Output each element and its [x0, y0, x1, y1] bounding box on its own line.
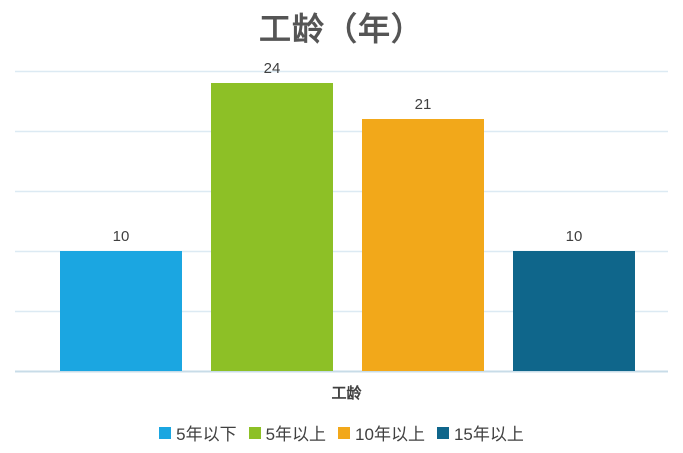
- legend-item: 5年以下: [159, 420, 237, 445]
- legend-swatch: [338, 426, 351, 439]
- legend-item: 10年以上: [338, 420, 425, 445]
- legend-item: 15年以上: [436, 420, 524, 445]
- legend-swatch: [159, 426, 172, 439]
- bar-group: [60, 83, 635, 371]
- bar-2: [211, 83, 333, 371]
- legend-swatch: [436, 426, 449, 439]
- data-label: 24: [264, 60, 281, 77]
- bar-1: [60, 251, 182, 371]
- chart-title: 工龄（年）: [258, 11, 424, 47]
- legend-label: 5年以上: [265, 425, 327, 444]
- bar-4: [513, 251, 635, 371]
- bar-3: [362, 119, 484, 371]
- data-label: 10: [113, 228, 130, 245]
- legend-label: 10年以上: [355, 425, 425, 444]
- data-labels: 10 24 21 10: [113, 60, 583, 245]
- legend-label: 15年以上: [453, 425, 524, 444]
- x-axis-category-label: 工龄: [331, 384, 362, 402]
- legend-swatch: [248, 426, 261, 439]
- legend: 5年以下 5年以上 10年以上 15年以上: [0, 420, 683, 445]
- data-label: 10: [566, 228, 583, 245]
- legend-label: 5年以下: [176, 425, 237, 444]
- legend-item: 5年以上: [248, 420, 327, 445]
- data-label: 21: [415, 96, 432, 113]
